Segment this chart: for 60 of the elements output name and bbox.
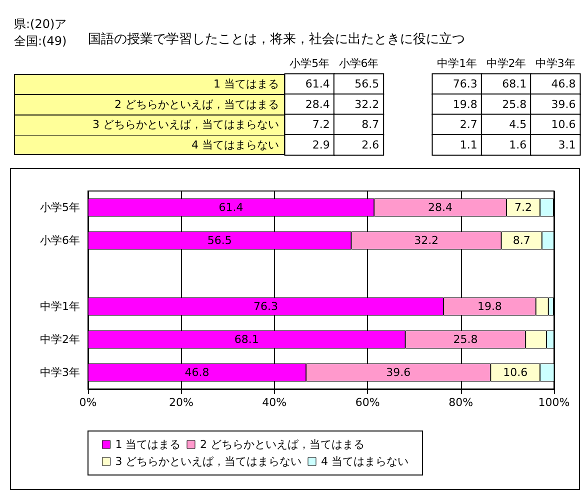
text: 全国:(49) xyxy=(14,33,67,50)
data-label: 61.4 xyxy=(305,78,330,91)
data-label: 7.2 xyxy=(514,201,532,214)
data-label: 1.6 xyxy=(509,138,527,152)
data-label: 2.7 xyxy=(460,118,478,132)
x-tick-label: 小学6年 xyxy=(338,57,379,70)
y-tick-label: 中学2年 xyxy=(40,333,80,346)
data-label: 10.6 xyxy=(551,118,576,132)
data-label: 19.8 xyxy=(477,300,502,313)
data-label: 2.9 xyxy=(312,138,330,152)
data-label: 68.1 xyxy=(234,333,259,346)
data-label: 32.2 xyxy=(354,98,380,111)
legend-label: 4 当てはまらない xyxy=(320,455,408,468)
x-tick-label: 80% xyxy=(448,396,474,409)
legend-label: 3 どちらかといえば，当てはまらない xyxy=(115,455,302,468)
data-label: 25.8 xyxy=(453,333,478,346)
y-tick-label: 4 当てはまらない xyxy=(192,138,279,152)
x-tick-label: 20% xyxy=(168,396,194,409)
x-tick-label: 40% xyxy=(262,396,287,409)
data-label: 28.4 xyxy=(428,201,453,214)
x-tick-label: 中学1年 xyxy=(437,57,478,70)
data-label: 19.8 xyxy=(452,98,478,111)
legend-label: 2 どちらかといえば，当てはまる xyxy=(200,438,364,451)
data-label: 61.4 xyxy=(218,201,244,214)
data-label: 56.5 xyxy=(354,78,380,91)
x-tick-label: 100% xyxy=(538,396,570,409)
data-label: 3.1 xyxy=(558,138,576,152)
data-label: 4.5 xyxy=(509,118,527,132)
y-tick-label: 中学1年 xyxy=(40,300,80,313)
data-label: 46.8 xyxy=(551,78,576,91)
y-tick-label: 小学6年 xyxy=(40,234,80,247)
y-tick-label: 2 どちらかといえば，当てはまる xyxy=(114,98,279,111)
x-tick-label: 小学5年 xyxy=(290,57,330,70)
data-label: 2.6 xyxy=(362,138,380,152)
chart-title: 国語の授業で学習したことは，将来，社会に出たときに役に立つ xyxy=(88,31,465,48)
data-label: 10.6 xyxy=(503,366,528,379)
data-label: 8.7 xyxy=(512,234,530,247)
y-tick-label: 3 どちらかといえば，当てはまらない xyxy=(92,118,279,132)
data-label: 76.3 xyxy=(254,300,278,313)
data-label: 8.7 xyxy=(362,118,380,132)
data-label: 7.2 xyxy=(312,118,330,132)
x-tick-label: 中学3年 xyxy=(535,57,576,70)
text: 県:(20)ア xyxy=(14,16,67,33)
x-tick-label: 中学2年 xyxy=(486,57,526,70)
x-tick-label: 0% xyxy=(79,396,97,409)
data-label: 76.3 xyxy=(452,78,478,91)
data-label: 25.8 xyxy=(502,98,527,111)
legend-label: 1 当てはまる xyxy=(115,438,181,451)
data-label: 68.1 xyxy=(502,78,527,91)
data-label: 39.6 xyxy=(386,366,411,379)
y-tick-label: 中学3年 xyxy=(40,366,80,379)
data-label: 46.8 xyxy=(184,366,210,379)
data-label: 39.6 xyxy=(551,98,576,111)
data-label: 32.2 xyxy=(414,234,439,247)
data-label: 56.5 xyxy=(207,234,232,247)
data-label: 28.4 xyxy=(305,98,330,111)
y-tick-label: 小学5年 xyxy=(40,201,80,214)
x-tick-label: 60% xyxy=(355,396,380,409)
y-tick-label: 1 当てはまる xyxy=(214,78,279,91)
data-label: 1.1 xyxy=(460,138,478,152)
